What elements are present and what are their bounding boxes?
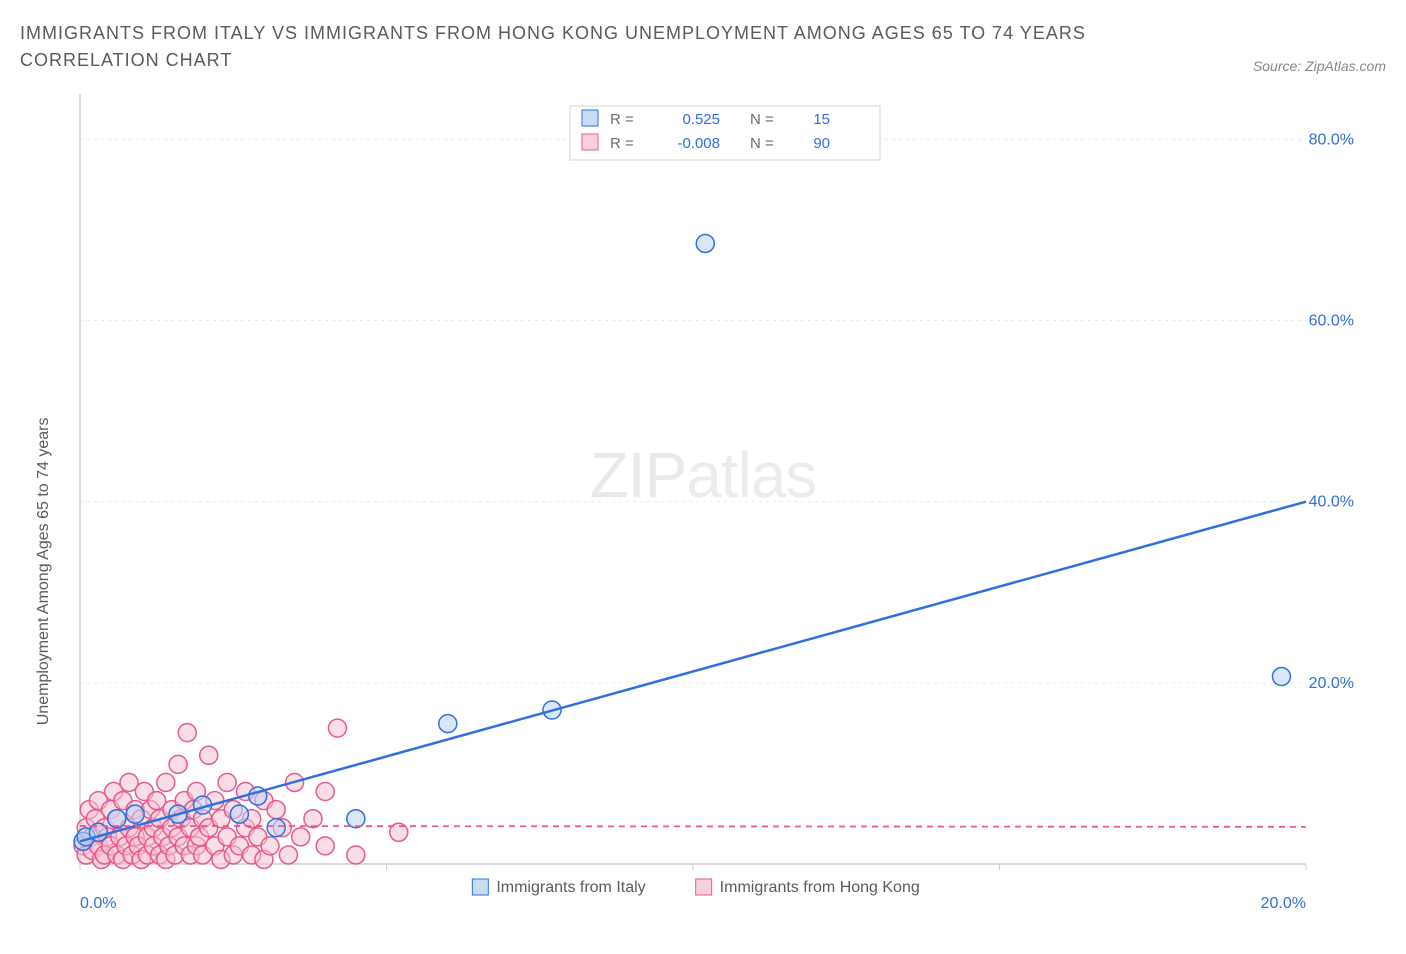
svg-text:R =: R = xyxy=(610,135,634,152)
hk-point xyxy=(304,810,322,828)
hk-trend-line xyxy=(80,826,1306,827)
scatter-chart: 20.0% 40.0% 60.0% 80.0% 0.0% 20.0% Unemploymen… xyxy=(20,84,1386,934)
svg-text:15: 15 xyxy=(813,111,830,128)
hk-point xyxy=(316,837,334,855)
legend-swatch-hk xyxy=(696,879,712,895)
chart-container: ZIPatlas 20.0%40.0%60.0%80.0%0.0%20.0%Un… xyxy=(20,84,1386,934)
svg-text:0.525: 0.525 xyxy=(682,111,720,128)
svg-text:60.0%: 60.0% xyxy=(1309,312,1354,329)
hk-point xyxy=(218,773,236,791)
svg-text:N =: N = xyxy=(750,111,774,128)
italy-point xyxy=(1272,667,1290,685)
legend-label-hk: Immigrants from Hong Kong xyxy=(720,879,920,896)
svg-text:80.0%: 80.0% xyxy=(1309,131,1354,148)
svg-text:40.0%: 40.0% xyxy=(1309,494,1354,511)
hk-point xyxy=(279,846,297,864)
italy-point xyxy=(439,715,457,733)
svg-text:20.0%: 20.0% xyxy=(1309,675,1354,692)
svg-text:N =: N = xyxy=(750,135,774,152)
stats-legend: R = 0.525 N = 15 R = -0.008 N = 90 xyxy=(570,106,880,160)
hk-point xyxy=(292,828,310,846)
hk-point xyxy=(316,783,334,801)
legend-label-italy: Immigrants from Italy xyxy=(496,879,645,896)
italy-trend-line xyxy=(80,502,1306,842)
hk-point xyxy=(169,755,187,773)
italy-point xyxy=(230,805,248,823)
legend-swatch-italy xyxy=(472,879,488,895)
svg-text:-0.008: -0.008 xyxy=(677,135,720,152)
hk-point xyxy=(267,801,285,819)
source-label: Source: ZipAtlas.com xyxy=(1253,58,1386,74)
svg-text:R =: R = xyxy=(610,111,634,128)
chart-title: IMMIGRANTS FROM ITALY VS IMMIGRANTS FROM… xyxy=(20,20,1140,74)
hk-point xyxy=(200,746,218,764)
hk-point xyxy=(178,724,196,742)
svg-text:Unemployment Among Ages 65 to: Unemployment Among Ages 65 to 74 years xyxy=(35,418,52,726)
italy-point xyxy=(126,805,144,823)
italy-point xyxy=(267,819,285,837)
svg-text:0.0%: 0.0% xyxy=(80,895,116,912)
svg-text:20.0%: 20.0% xyxy=(1261,895,1306,912)
hk-point xyxy=(328,719,346,737)
italy-point xyxy=(108,810,126,828)
hk-point xyxy=(157,773,175,791)
italy-point xyxy=(347,810,365,828)
hk-point xyxy=(261,837,279,855)
svg-text:90: 90 xyxy=(813,135,830,152)
hk-point xyxy=(347,846,365,864)
italy-point xyxy=(696,234,714,252)
